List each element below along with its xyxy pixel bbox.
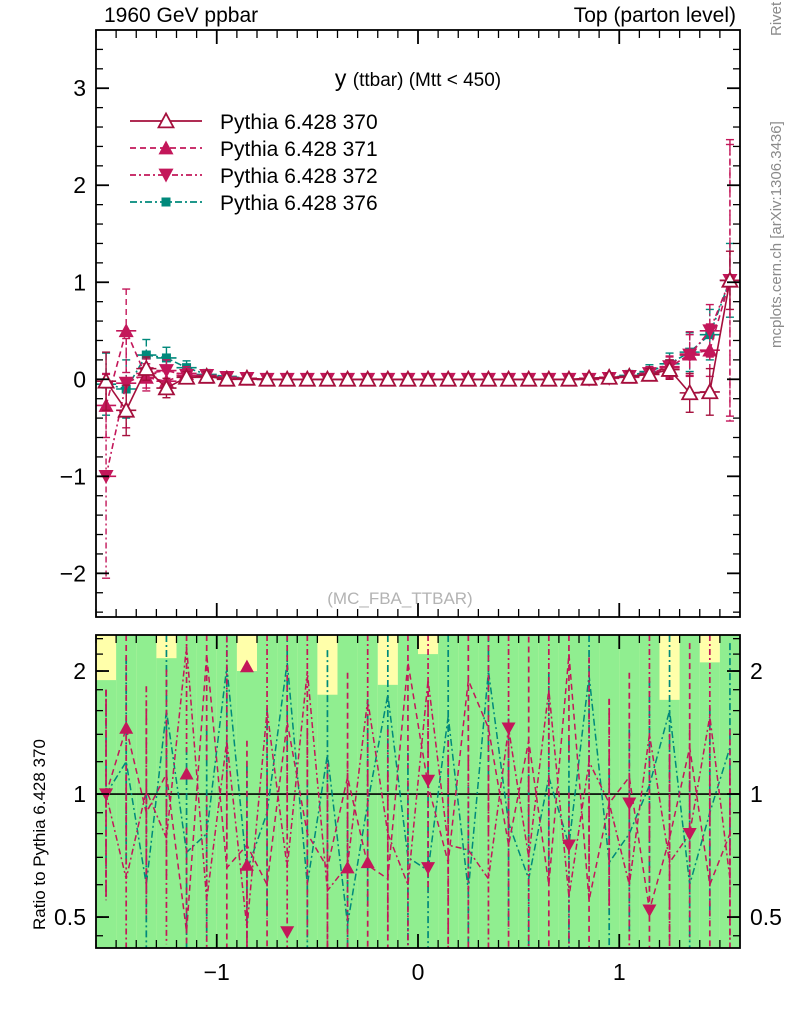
series-376-marker [141, 350, 151, 360]
ratio-marker [622, 797, 637, 811]
series-371-marker [682, 346, 698, 361]
main-ytick-label: 2 [73, 172, 86, 198]
series-370-marker [419, 369, 438, 387]
ratio-band-inner [579, 635, 600, 948]
header-right: Top (parton level) [573, 4, 736, 27]
series-370-marker [580, 368, 599, 386]
ratio-line-371 [105, 654, 731, 932]
series-370-marker [700, 382, 719, 400]
main-ytick-label: −1 [60, 463, 86, 489]
watermark-label: (MC_FBA_TTBAR) [327, 589, 472, 608]
ratio-marker [239, 659, 254, 673]
series-370-marker [519, 369, 538, 387]
series-371-marker [118, 323, 134, 338]
legend-label-1: Pythia 6.428 371 [220, 138, 378, 161]
ratio-marker [501, 722, 516, 736]
ratio-marker [642, 904, 657, 918]
ratio-ytick-label: 2 [750, 658, 763, 684]
ratio-marker [340, 860, 355, 874]
series-376-marker [161, 353, 171, 363]
series-370-marker [479, 369, 498, 387]
ratio-xtick-label: 1 [613, 959, 626, 985]
series-370-marker [660, 360, 679, 377]
series-370-marker [640, 365, 659, 382]
ratio-xtick-label: 0 [412, 959, 425, 985]
series-370-marker [459, 369, 478, 387]
ratio-marker [360, 855, 375, 869]
series-370-marker [117, 400, 136, 418]
series-370-marker [298, 369, 317, 387]
series-370-marker [439, 369, 458, 387]
ratio-ytick-label: 0.5 [750, 904, 782, 930]
series-372-line [105, 280, 731, 477]
ratio-marker [280, 926, 295, 939]
series-370-marker [258, 369, 277, 387]
ratio-marker [682, 828, 697, 841]
series-370-marker [278, 369, 297, 387]
ratio-ytick-label: 0.5 [54, 904, 86, 930]
series-372-marker [702, 324, 718, 339]
ratio-marker [179, 766, 194, 780]
series-370-marker [338, 369, 357, 387]
ratio-xtick-label: −1 [204, 959, 230, 985]
series-370-marker [197, 366, 216, 384]
ratio-ytick-label: 2 [73, 658, 86, 684]
series-370-marker [398, 369, 417, 387]
main-ytick-label: 1 [73, 269, 86, 295]
series-370-line [105, 280, 731, 412]
series-370-marker [680, 383, 699, 401]
ratio-line-372 [105, 646, 731, 929]
ratio-marker [421, 774, 436, 788]
series-370-marker [539, 369, 558, 387]
side-label-bottom: mcplots.cern.ch [arXiv:1306.3436] [768, 121, 785, 348]
ratio-ytick-label: 1 [750, 781, 763, 807]
series-370-marker [217, 369, 236, 387]
header-left: 1960 GeV ppbar [104, 4, 259, 27]
ratio-marker [239, 858, 254, 871]
series-370-marker [358, 369, 377, 387]
series-370-marker [318, 369, 337, 387]
legend-label-2: Pythia 6.428 372 [220, 165, 378, 188]
series-370-marker [600, 367, 619, 385]
series-370-marker [157, 378, 176, 396]
ratio-marker [421, 862, 436, 875]
series-370-marker [97, 371, 116, 389]
legend-marker-3 [161, 197, 171, 207]
ratio-axis-label: Ratio to Pythia 6.428 370 [30, 739, 49, 930]
side-label-top: Rivet 3.1.10, ≥ 100k events [768, 0, 785, 36]
series-370-marker [499, 369, 518, 387]
plot-title: y (ttbar) (Mtt < 450) [335, 65, 501, 91]
series-370-marker [559, 369, 578, 387]
series-370-marker [177, 367, 196, 385]
series-370-marker [378, 369, 397, 387]
series-370-marker [620, 366, 639, 384]
series-371-marker [702, 342, 718, 357]
legend-marker-0 [156, 111, 176, 129]
legend-marker-2 [158, 168, 174, 183]
legend-label-3: Pythia 6.428 376 [220, 192, 378, 215]
legend-label-0: Pythia 6.428 370 [220, 111, 378, 134]
legend-marker-1 [158, 140, 174, 155]
main-ytick-label: 3 [73, 75, 86, 101]
series-370-marker [720, 270, 739, 288]
series-370-marker [137, 359, 156, 376]
series-370-marker [237, 368, 256, 386]
series-376-line [105, 280, 731, 390]
ratio-line-376 [105, 662, 731, 925]
series-371-line [105, 280, 731, 406]
ratio-marker [561, 839, 576, 853]
main-plot-frame [95, 29, 741, 618]
main-ytick-label: −2 [60, 560, 86, 586]
ratio-band-inner [397, 635, 418, 948]
main-ytick-label: 0 [73, 366, 86, 392]
ratio-marker [119, 721, 134, 734]
ratio-ytick-label: 1 [73, 781, 86, 807]
series-372-marker [118, 376, 134, 391]
